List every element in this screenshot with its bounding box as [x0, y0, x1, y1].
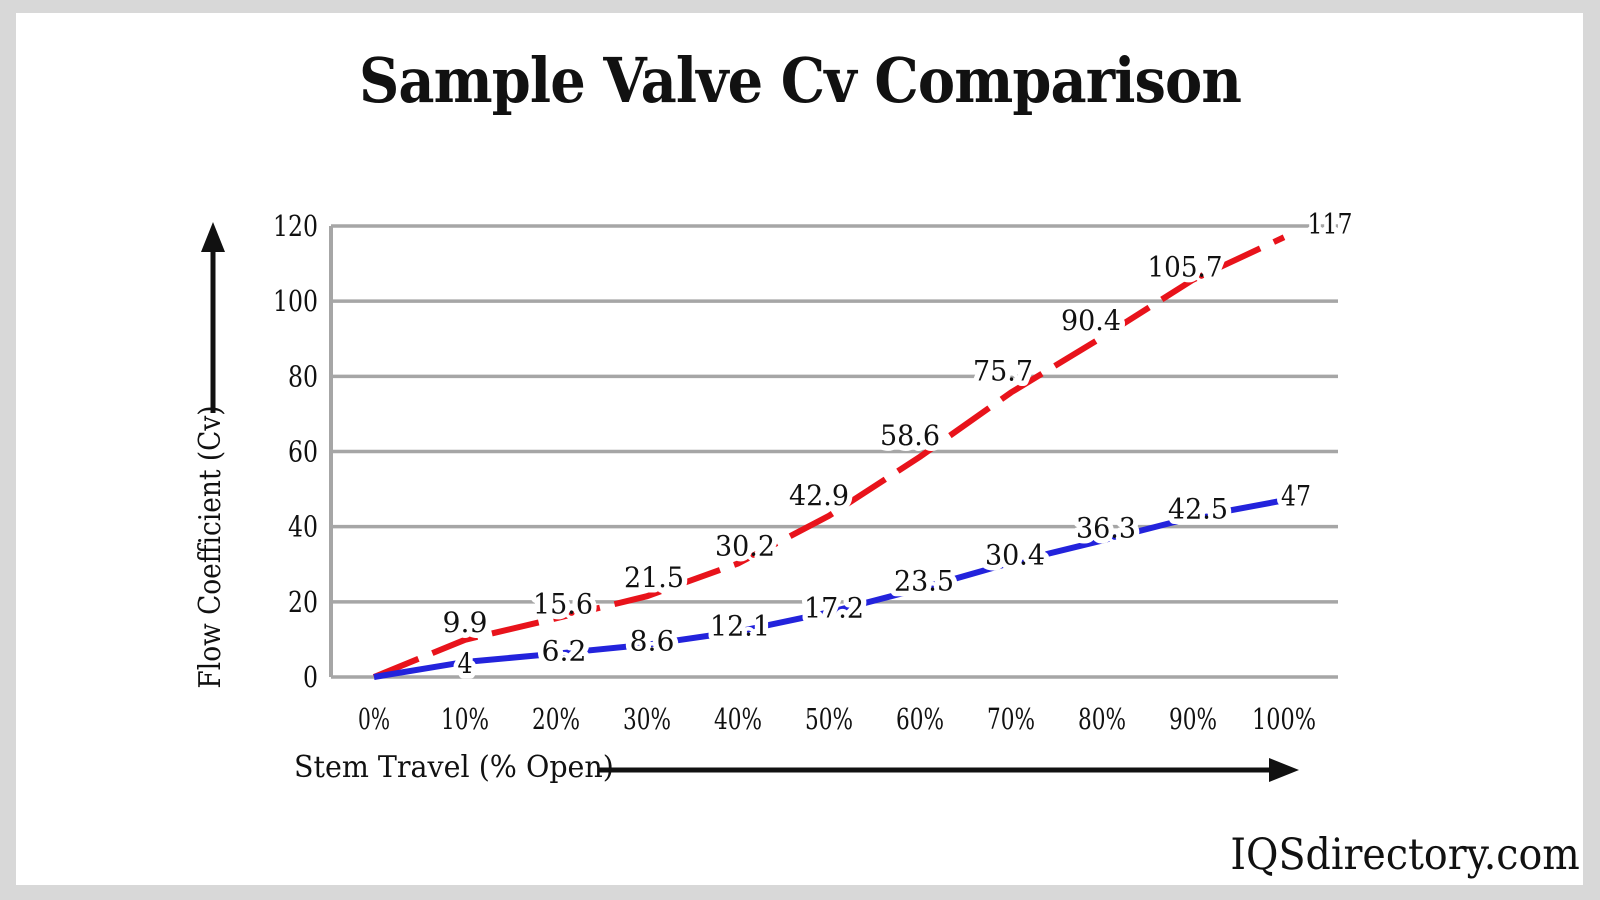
y-tick-label: 20 [288, 585, 318, 619]
x-tick-label: 50% [805, 702, 853, 736]
y-axis-tick-labels: 0 20 40 60 80 100 120 [273, 209, 318, 694]
data-label-blue-solid-valve: 8.6 [630, 625, 675, 658]
y-tick-label: 60 [288, 435, 318, 469]
data-label-red-dashed-valve: 15.6 [533, 587, 593, 620]
y-axis-up-arrow-icon [201, 222, 225, 413]
x-axis-tick-labels: 0% 10% 20% 30% 40% 50% 60% 70% 80% 90% 100% [358, 702, 1316, 736]
data-label-blue-solid-valve: 6.2 [542, 635, 587, 668]
data-label-blue-solid-valve: 47 [1281, 479, 1311, 512]
x-tick-label: 90% [1169, 702, 1217, 736]
data-label-red-dashed-valve: 90.4 [1061, 304, 1121, 337]
data-label-red-dashed-valve: 75.7 [973, 354, 1033, 387]
y-axis-title: Flow Coefficient (Cv) [193, 405, 228, 689]
x-tick-label: 60% [896, 702, 944, 736]
data-label-blue-solid-valve: 36.3 [1076, 512, 1136, 545]
data-label-red-dashed-valve: 9.9 [443, 606, 488, 639]
data-label-blue-solid-valve: 4 [458, 647, 473, 680]
chart-canvas [16, 13, 1583, 885]
x-tick-label: 80% [1078, 702, 1126, 736]
data-label-red-dashed-valve: 58.6 [880, 419, 940, 452]
data-label-blue-solid-valve: 42.5 [1168, 492, 1228, 525]
series-lines [372, 234, 1286, 680]
data-label-red-dashed-valve: 117 [1308, 207, 1353, 240]
data-label-blue-solid-valve: 17.2 [804, 591, 864, 624]
data-label-blue-solid-valve: 23.5 [894, 565, 954, 598]
data-label-red-dashed-valve: 21.5 [624, 561, 684, 594]
x-axis-title: Stem Travel (% Open) [294, 750, 614, 785]
gridlines [331, 224, 1338, 679]
x-tick-label: 10% [441, 702, 489, 736]
x-tick-label: 30% [623, 702, 671, 736]
y-tick-label: 0 [303, 660, 318, 694]
y-tick-label: 120 [273, 209, 318, 243]
x-tick-label: 40% [714, 702, 762, 736]
y-tick-label: 80 [288, 359, 318, 393]
data-label-blue-solid-valve: 30.4 [985, 539, 1045, 572]
x-tick-label: 70% [987, 702, 1035, 736]
y-tick-label: 40 [288, 510, 318, 544]
x-tick-label: 0% [358, 702, 390, 736]
series-line-red-dashed-valve [372, 234, 1286, 680]
watermark: IQSdirectory.com [1230, 830, 1580, 880]
x-tick-label: 20% [532, 702, 580, 736]
data-label-red-dashed-valve: 42.9 [789, 479, 849, 512]
data-label-red-dashed-valve: 30.2 [715, 529, 775, 562]
data-labels: 9.9 15.6 21.5 30.2 42.9 58.6 75.7 90.4 105.7 117 4… [437, 202, 1358, 686]
series-line-blue-solid-valve [373, 497, 1285, 680]
y-tick-label: 100 [273, 284, 318, 318]
data-label-blue-solid-valve: 12.1 [710, 610, 770, 643]
data-label-red-dashed-valve: 105.7 [1148, 251, 1223, 284]
x-tick-label: 100% [1252, 702, 1316, 736]
page-title: Sample Valve Cv Comparison [358, 44, 1242, 117]
x-axis-right-arrow-icon [599, 758, 1299, 782]
